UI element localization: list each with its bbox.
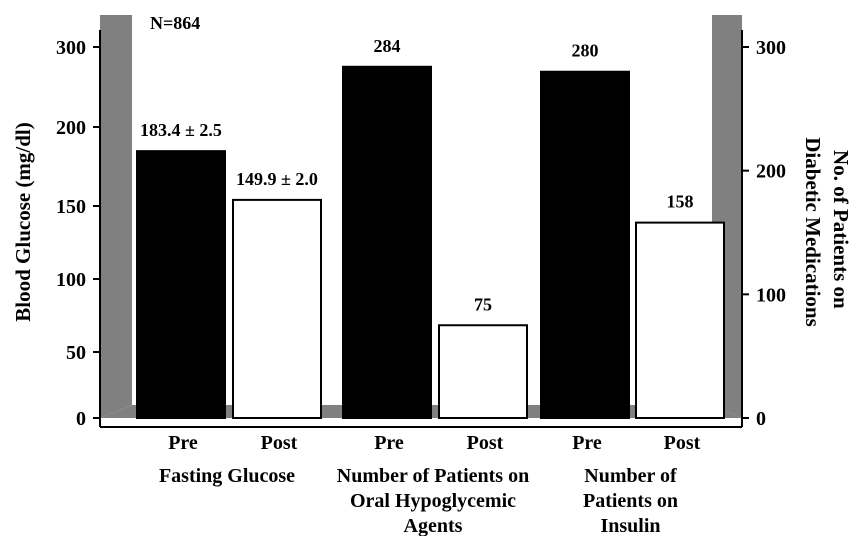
group-label: Number of Patients on Oral Hypoglycemic Ag… [337, 465, 529, 536]
y-axis-right-label-line-1: No. of Patients on [829, 150, 851, 309]
bar [635, 221, 725, 419]
data-label: 75 [474, 294, 492, 314]
chart-axes: 0 50 100 150 200 300 0 100 200 300 [56, 30, 786, 430]
left-wall [100, 15, 132, 418]
y-axis-right-label-line-2: Diabetic Medications [801, 137, 825, 327]
category-label: Pre [572, 432, 602, 454]
group-label-line: Insulin [600, 515, 660, 536]
group-label-line: Number of [584, 465, 677, 487]
y-axis-left-label: Blood Glucose (mg/dl) [11, 122, 35, 322]
y-axis-right-label: No. of Patients on Diabetic Medications [801, 137, 851, 327]
left-tick-label: 100 [56, 269, 86, 291]
data-label: 149.9 ± 2.0 [236, 169, 318, 189]
group-label-line: Patients on [583, 490, 678, 512]
chart-labels: 183.4 ± 2.5 Pre 149.9 ± 2.0 Post 284 Pre 75 Pos… [140, 36, 701, 536]
category-label: Post [664, 432, 701, 454]
left-tick-label: 50 [66, 342, 86, 364]
left-tick-label: 300 [56, 37, 86, 59]
bar [136, 150, 226, 419]
group-label-line: Fasting Glucose [159, 465, 295, 487]
right-tick-label: 200 [756, 161, 786, 183]
chart-bars [136, 65, 725, 420]
right-tick-label: 300 [756, 37, 786, 59]
group-label: Fasting Glucose [159, 465, 295, 487]
category-label: Post [261, 432, 298, 454]
bar [342, 65, 432, 420]
right-tick-label: 100 [756, 284, 786, 306]
data-label: 183.4 ± 2.5 [140, 120, 222, 140]
left-tick-label: 200 [56, 117, 86, 139]
group-label-line: Number of Patients on [337, 465, 529, 487]
right-tick-label: 0 [756, 408, 766, 430]
bar [232, 198, 322, 419]
category-label: Pre [168, 432, 198, 454]
group-label: Number of Patients on Insulin [583, 465, 678, 536]
category-label: Pre [374, 432, 404, 454]
left-tick-label: 150 [56, 196, 86, 218]
data-label: 284 [374, 36, 401, 56]
left-tick-label: 0 [76, 408, 86, 430]
category-label: Post [467, 432, 504, 454]
group-label-line: Agents [404, 515, 463, 536]
sample-size-annotation: N=864 [150, 13, 200, 33]
bar [438, 324, 528, 419]
group-label-line: Oral Hypoglycemic [350, 490, 516, 512]
bar [540, 70, 630, 419]
data-label: 158 [667, 192, 694, 212]
data-label: 280 [572, 41, 599, 61]
